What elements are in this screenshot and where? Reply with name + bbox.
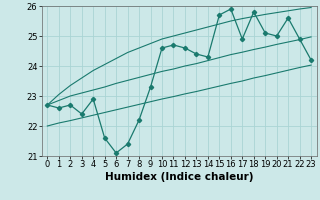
X-axis label: Humidex (Indice chaleur): Humidex (Indice chaleur) xyxy=(105,172,253,182)
